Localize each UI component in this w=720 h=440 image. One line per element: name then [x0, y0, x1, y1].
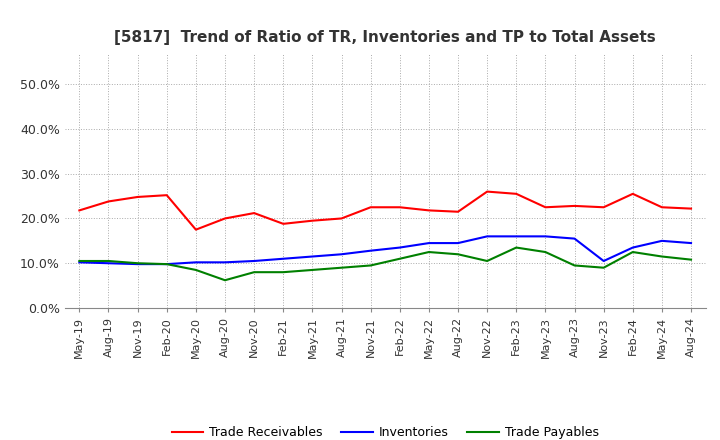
- Trade Receivables: [395, 205, 404, 210]
- Trade Payables: [104, 258, 113, 264]
- Inventories: [366, 248, 375, 253]
- Inventories: [425, 240, 433, 246]
- Inventories: [657, 238, 666, 243]
- Trade Receivables: [279, 221, 287, 227]
- Line: Trade Receivables: Trade Receivables: [79, 191, 691, 230]
- Inventories: [483, 234, 492, 239]
- Trade Payables: [687, 257, 696, 262]
- Trade Receivables: [570, 203, 579, 209]
- Trade Receivables: [75, 208, 84, 213]
- Trade Payables: [570, 263, 579, 268]
- Inventories: [192, 260, 200, 265]
- Trade Receivables: [337, 216, 346, 221]
- Trade Payables: [454, 252, 462, 257]
- Inventories: [512, 234, 521, 239]
- Inventories: [279, 256, 287, 261]
- Trade Receivables: [163, 193, 171, 198]
- Trade Receivables: [366, 205, 375, 210]
- Trade Payables: [163, 261, 171, 267]
- Title: [5817]  Trend of Ratio of TR, Inventories and TP to Total Assets: [5817] Trend of Ratio of TR, Inventories…: [114, 29, 656, 45]
- Trade Payables: [308, 268, 317, 273]
- Trade Receivables: [454, 209, 462, 214]
- Inventories: [220, 260, 229, 265]
- Trade Receivables: [629, 191, 637, 197]
- Trade Payables: [629, 249, 637, 255]
- Trade Receivables: [687, 206, 696, 211]
- Trade Receivables: [425, 208, 433, 213]
- Trade Receivables: [512, 191, 521, 197]
- Inventories: [337, 252, 346, 257]
- Inventories: [395, 245, 404, 250]
- Trade Payables: [250, 270, 258, 275]
- Inventories: [133, 261, 142, 267]
- Inventories: [599, 258, 608, 264]
- Trade Payables: [366, 263, 375, 268]
- Inventories: [104, 260, 113, 266]
- Inventories: [541, 234, 550, 239]
- Trade Payables: [75, 258, 84, 264]
- Trade Payables: [657, 254, 666, 259]
- Inventories: [629, 245, 637, 250]
- Inventories: [75, 260, 84, 265]
- Trade Payables: [395, 256, 404, 261]
- Legend: Trade Receivables, Inventories, Trade Payables: Trade Receivables, Inventories, Trade Pa…: [166, 422, 604, 440]
- Line: Inventories: Inventories: [79, 236, 691, 264]
- Trade Receivables: [308, 218, 317, 224]
- Trade Receivables: [250, 210, 258, 216]
- Inventories: [570, 236, 579, 241]
- Trade Receivables: [104, 199, 113, 204]
- Trade Payables: [220, 278, 229, 283]
- Inventories: [454, 240, 462, 246]
- Trade Receivables: [541, 205, 550, 210]
- Inventories: [163, 261, 171, 267]
- Trade Payables: [192, 268, 200, 273]
- Trade Payables: [512, 245, 521, 250]
- Trade Payables: [133, 260, 142, 266]
- Trade Payables: [279, 270, 287, 275]
- Inventories: [687, 240, 696, 246]
- Trade Receivables: [192, 227, 200, 232]
- Trade Receivables: [599, 205, 608, 210]
- Trade Payables: [541, 249, 550, 255]
- Trade Payables: [599, 265, 608, 270]
- Trade Receivables: [657, 205, 666, 210]
- Inventories: [308, 254, 317, 259]
- Trade Payables: [337, 265, 346, 270]
- Trade Payables: [483, 258, 492, 264]
- Inventories: [250, 258, 258, 264]
- Line: Trade Payables: Trade Payables: [79, 248, 691, 280]
- Trade Receivables: [483, 189, 492, 194]
- Trade Receivables: [220, 216, 229, 221]
- Trade Receivables: [133, 194, 142, 200]
- Trade Payables: [425, 249, 433, 255]
